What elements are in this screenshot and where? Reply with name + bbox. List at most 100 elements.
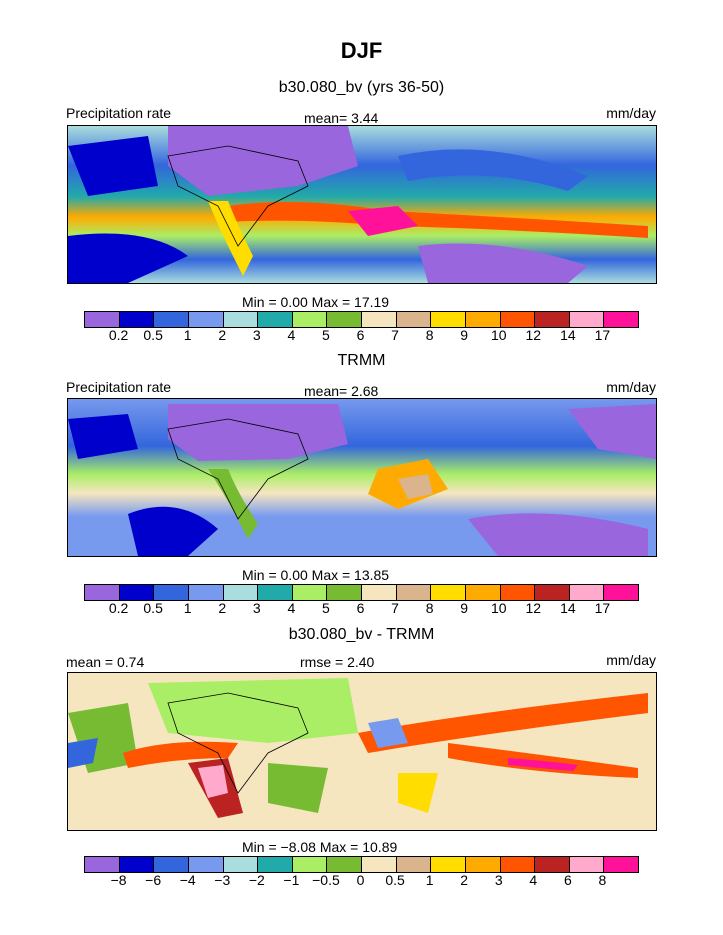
colorbar-tick-label: 17 (594, 600, 611, 616)
colorbar-swatch (258, 312, 293, 327)
colorbar-swatch (258, 857, 293, 872)
colorbar-tick-label: 2 (218, 327, 227, 343)
colorbar-swatch (223, 585, 259, 600)
panel-1-title: b30.080_bv (yrs 36-50) (278, 79, 445, 96)
colorbar-swatch (258, 585, 293, 600)
colorbar-tick-label: 5 (322, 600, 330, 616)
colorbar-swatch (327, 585, 362, 600)
colorbar-tick-label: −8 (110, 872, 127, 888)
panel-3-mean-label: mean = 0.74 (66, 654, 145, 670)
colorbar-swatch (85, 585, 120, 600)
colorbar-swatch (292, 312, 328, 327)
colorbar-swatch (327, 857, 362, 872)
colorbar-tick-label: 4 (287, 327, 296, 343)
colorbar-tick-label: −4 (179, 872, 196, 888)
colorbar-tick-label: 8 (598, 872, 607, 888)
colorbar-tick-label: 10 (490, 600, 507, 616)
colorbar-tick-label: 14 (560, 600, 576, 616)
colorbar-swatch (362, 585, 397, 600)
colorbar-tick-label: 4 (529, 872, 538, 888)
colorbar-tick-label: 6 (356, 600, 365, 616)
colorbar-swatch (188, 857, 224, 872)
colorbar-swatch (604, 585, 638, 600)
colorbar-swatch (500, 857, 536, 872)
panel-2-variable-label: Precipitation rate (66, 379, 172, 395)
colorbar-swatch (431, 857, 466, 872)
colorbar-tick-label: 2 (218, 600, 227, 616)
panel-1-mean-label: mean= 3.44 (304, 110, 379, 126)
page-title: DJF (340, 38, 383, 63)
panel-2-minmax: Min = 0.00 Max = 13.85 (242, 567, 390, 583)
colorbar-tick-label: 8 (425, 327, 434, 343)
colorbar-tick-label: 9 (460, 327, 469, 343)
colorbar-tick-label: 0.5 (385, 872, 405, 888)
colorbar-swatch (188, 312, 224, 327)
colorbar-swatch (85, 857, 120, 872)
colorbar-swatch (154, 585, 189, 600)
colorbar-swatch (465, 312, 501, 327)
colorbar-tick-label: 12 (525, 600, 542, 616)
colorbar-tick-label: 2 (460, 872, 469, 888)
panel-3-units-label: mm/day (606, 652, 656, 668)
colorbar-swatch (604, 312, 638, 327)
panel-3-rmse-label: rmse = 2.40 (300, 654, 375, 670)
panel-3-difference-map (67, 672, 657, 831)
colorbar-swatch (535, 585, 570, 600)
colorbar-swatch (154, 857, 189, 872)
colorbar-swatch (223, 857, 259, 872)
colorbar-tick-label: 1 (183, 327, 192, 343)
colorbar-tick-label: 5 (322, 327, 330, 343)
colorbar-swatch (362, 312, 397, 327)
panel-2-mean-label: mean= 2.68 (304, 383, 379, 399)
colorbar-tick-label: 6 (563, 872, 572, 888)
panel-2-colorbar (84, 584, 639, 601)
colorbar-swatch (188, 585, 224, 600)
colorbar-tick-label: 3 (252, 600, 261, 616)
colorbar-swatch (119, 857, 155, 872)
colorbar-tick-label: 0.2 (108, 327, 129, 343)
colorbar-swatch (500, 312, 536, 327)
colorbar-swatch (500, 585, 536, 600)
colorbar-swatch (362, 857, 397, 872)
colorbar-tick-label: 6 (356, 327, 365, 343)
colorbar-tick-label: 10 (490, 327, 507, 343)
colorbar-tick-label: −3 (214, 872, 231, 888)
colorbar-swatch (569, 585, 605, 600)
colorbar-swatch (396, 857, 432, 872)
colorbar-swatch (604, 857, 638, 872)
panel-1-variable-label: Precipitation rate (66, 105, 172, 121)
colorbar-tick-label: 1 (425, 872, 434, 888)
colorbar-swatch (569, 857, 605, 872)
colorbar-tick-label: 1 (183, 600, 192, 616)
colorbar-tick-label: 12 (525, 327, 542, 343)
panel-1-colorbar (84, 311, 639, 328)
colorbar-swatch (154, 312, 189, 327)
colorbar-swatch (396, 585, 432, 600)
colorbar-tick-label: −1 (283, 872, 300, 888)
colorbar-tick-label: 4 (287, 600, 296, 616)
panel-3-title: b30.080_bv - TRMM (288, 626, 435, 643)
colorbar-swatch (396, 312, 432, 327)
panel-2-precip-map (67, 398, 657, 557)
colorbar-tick-label: 0.5 (143, 600, 163, 616)
panel-2-colorbar-ticks: 0.2 0.5 1 2 3 4 5 6 7 8 9 10 12 14 17 (84, 600, 637, 618)
colorbar-tick-label: 0.5 (143, 327, 163, 343)
colorbar-tick-label: 0.2 (108, 600, 129, 616)
colorbar-tick-label: 17 (594, 327, 611, 343)
colorbar-tick-label: −6 (145, 872, 162, 888)
colorbar-swatch (223, 312, 259, 327)
colorbar-swatch (119, 312, 155, 327)
colorbar-tick-label: 14 (560, 327, 576, 343)
panel-1-minmax: Min = 0.00 Max = 17.19 (242, 294, 390, 310)
panel-2-title: TRMM (337, 352, 386, 369)
panel-1-precip-map (67, 125, 657, 284)
colorbar-tick-label: 3 (494, 872, 503, 888)
colorbar-tick-label: 9 (460, 600, 469, 616)
panel-1-units-label: mm/day (606, 105, 656, 121)
colorbar-tick-label: 0 (356, 872, 365, 888)
colorbar-tick-label: 7 (391, 327, 399, 343)
colorbar-tick-label: 8 (425, 600, 434, 616)
colorbar-swatch (292, 857, 328, 872)
panel-3-colorbar-ticks: −8 −6 −4 −3 −2 −1 −0.5 0 0.5 1 2 3 4 6 8 (84, 872, 637, 890)
colorbar-swatch (465, 585, 501, 600)
